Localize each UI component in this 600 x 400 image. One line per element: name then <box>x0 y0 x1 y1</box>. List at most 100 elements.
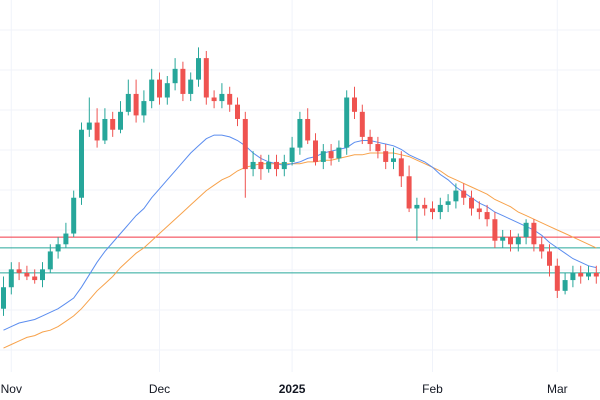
candle-body <box>398 158 404 177</box>
candle-body <box>406 176 412 209</box>
candle-body <box>476 208 482 213</box>
candle <box>157 72 162 105</box>
candle-body <box>554 265 560 291</box>
candle <box>258 154 264 180</box>
candle-body <box>157 79 162 98</box>
candle-body <box>141 101 147 116</box>
candle-body <box>196 58 201 80</box>
candle <box>554 258 560 298</box>
candle-body <box>305 118 311 141</box>
candle <box>508 229 513 252</box>
candle <box>133 79 139 123</box>
candle <box>500 229 506 248</box>
candle <box>71 190 77 238</box>
candle <box>211 90 217 109</box>
candle-body <box>578 272 584 277</box>
candle <box>289 136 295 166</box>
x-tick-label: Dec <box>149 382 170 396</box>
candle-body <box>250 161 256 170</box>
x-tick-label: Nov <box>1 382 22 396</box>
candle-body <box>367 136 373 145</box>
candle <box>539 237 545 259</box>
candle <box>180 61 186 102</box>
candle-body <box>523 222 529 238</box>
candle <box>235 97 240 127</box>
candle-body <box>531 222 537 245</box>
candle <box>430 201 435 220</box>
candle-body <box>164 83 170 98</box>
grid <box>0 0 600 372</box>
candle <box>110 111 116 137</box>
candle <box>547 244 552 277</box>
candle-body <box>40 269 45 281</box>
x-tick-label: Mar <box>547 382 568 396</box>
candle-body <box>352 97 357 112</box>
candle <box>86 97 92 137</box>
candle <box>398 151 404 187</box>
candle <box>570 265 576 288</box>
candle-body <box>227 93 233 105</box>
candle <box>422 197 428 216</box>
x-tick-label: Feb <box>422 382 443 396</box>
candle <box>414 197 420 241</box>
candle-body <box>359 111 365 137</box>
candle <box>196 47 201 87</box>
candle <box>118 101 123 134</box>
candle <box>461 183 467 205</box>
candle-body <box>375 144 381 152</box>
candle-body <box>281 161 287 170</box>
candle <box>305 108 311 145</box>
x-tick-label: 2025 <box>279 382 306 396</box>
candle <box>203 50 209 105</box>
candle <box>469 190 474 216</box>
candle <box>515 233 521 252</box>
candle <box>484 204 490 227</box>
candle-body <box>383 151 389 162</box>
candle <box>227 86 233 112</box>
candle <box>453 183 459 209</box>
candle <box>586 265 591 281</box>
candle-body <box>344 97 350 148</box>
candle <box>274 154 279 177</box>
candles <box>1 47 599 316</box>
candle-body <box>547 251 552 266</box>
candle <box>359 104 365 145</box>
candle <box>125 79 131 116</box>
candle-body <box>110 118 116 130</box>
candle-body <box>289 147 295 162</box>
candle <box>32 269 38 284</box>
candle-body <box>266 161 272 170</box>
candle <box>16 262 22 281</box>
candle-body <box>16 269 22 273</box>
candle <box>266 154 272 173</box>
candle-body <box>133 93 139 116</box>
candle <box>383 144 389 170</box>
candle-body <box>414 204 420 209</box>
candle-body <box>63 233 69 245</box>
candle-body <box>570 272 576 281</box>
candle <box>476 201 482 220</box>
candle-body <box>469 197 474 209</box>
candle-body <box>445 201 451 205</box>
candle-body <box>86 122 92 130</box>
candle <box>406 165 412 213</box>
candle-body <box>336 147 342 159</box>
candle <box>367 129 373 152</box>
candle-body <box>328 151 334 159</box>
candle-body <box>422 204 428 209</box>
candle <box>375 136 381 159</box>
candle <box>445 194 451 213</box>
candle <box>94 108 100 148</box>
candle-body <box>203 58 209 98</box>
candle-body <box>586 272 591 277</box>
candle <box>578 265 584 284</box>
candle-body <box>500 237 506 241</box>
candle <box>562 272 568 295</box>
candle <box>242 111 248 198</box>
candle-body <box>235 104 240 119</box>
candle <box>523 219 529 245</box>
candle <box>328 144 334 166</box>
candle-body <box>242 118 248 170</box>
candle <box>492 212 498 248</box>
